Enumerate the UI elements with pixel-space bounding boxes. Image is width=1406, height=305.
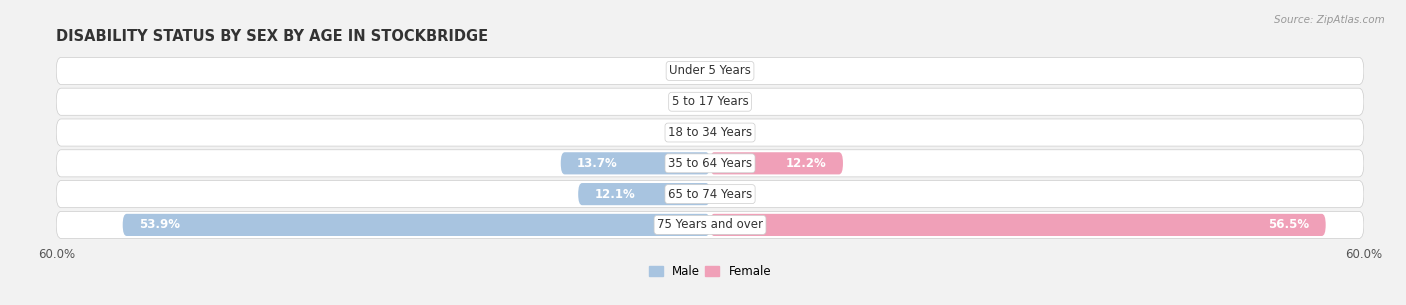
Text: 13.7%: 13.7% xyxy=(576,157,617,170)
Text: 65 to 74 Years: 65 to 74 Years xyxy=(668,188,752,201)
FancyBboxPatch shape xyxy=(710,214,1326,236)
FancyBboxPatch shape xyxy=(578,183,710,205)
Text: 0.0%: 0.0% xyxy=(721,188,751,201)
FancyBboxPatch shape xyxy=(56,211,1364,239)
FancyBboxPatch shape xyxy=(56,88,1364,115)
Text: 0.0%: 0.0% xyxy=(721,126,751,139)
Text: 53.9%: 53.9% xyxy=(139,218,180,231)
Text: 0.0%: 0.0% xyxy=(721,95,751,108)
Text: 18 to 34 Years: 18 to 34 Years xyxy=(668,126,752,139)
Text: 12.1%: 12.1% xyxy=(595,188,636,201)
FancyBboxPatch shape xyxy=(56,150,1364,177)
Text: 35 to 64 Years: 35 to 64 Years xyxy=(668,157,752,170)
Text: Under 5 Years: Under 5 Years xyxy=(669,64,751,77)
Text: 0.0%: 0.0% xyxy=(721,64,751,77)
Text: Source: ZipAtlas.com: Source: ZipAtlas.com xyxy=(1274,15,1385,25)
Text: 56.5%: 56.5% xyxy=(1268,218,1309,231)
FancyBboxPatch shape xyxy=(710,152,844,174)
Text: 0.0%: 0.0% xyxy=(669,126,699,139)
Text: 0.0%: 0.0% xyxy=(669,95,699,108)
FancyBboxPatch shape xyxy=(56,57,1364,84)
FancyBboxPatch shape xyxy=(56,181,1364,208)
FancyBboxPatch shape xyxy=(561,152,710,174)
Text: 75 Years and over: 75 Years and over xyxy=(657,218,763,231)
Text: 12.2%: 12.2% xyxy=(786,157,827,170)
FancyBboxPatch shape xyxy=(122,214,710,236)
Text: 5 to 17 Years: 5 to 17 Years xyxy=(672,95,748,108)
Legend: Male, Female: Male, Female xyxy=(647,263,773,280)
Text: 0.0%: 0.0% xyxy=(669,64,699,77)
FancyBboxPatch shape xyxy=(56,119,1364,146)
Text: DISABILITY STATUS BY SEX BY AGE IN STOCKBRIDGE: DISABILITY STATUS BY SEX BY AGE IN STOCK… xyxy=(56,29,488,44)
